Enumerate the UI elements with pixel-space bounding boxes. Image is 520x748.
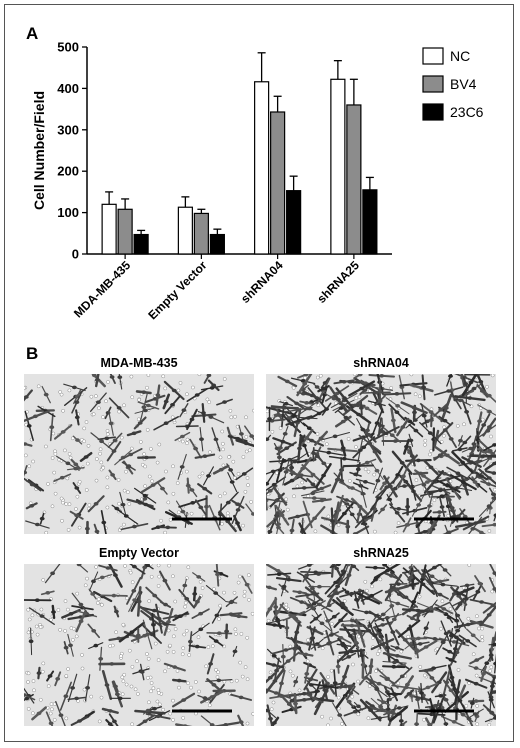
micrograph-empty-vector (24, 564, 254, 726)
bar-3-1 (346, 104, 362, 255)
x-tick-label-2: shRNA04 (238, 258, 286, 306)
x-tick-label-0: MDA-MB-435 (71, 258, 133, 320)
micrograph-texture (266, 374, 496, 534)
y-tick-label-2: 200 (57, 164, 79, 179)
micrograph-shrna25 (266, 564, 496, 726)
legend-swatch-0 (422, 47, 444, 65)
bar-0-1 (117, 208, 133, 255)
x-tick-label-3: shRNA25 (314, 258, 362, 306)
y-tick-label-3: 300 (57, 122, 79, 137)
micrograph-texture (24, 564, 254, 726)
bar-0-2 (133, 233, 149, 255)
micrograph-texture (266, 564, 496, 726)
bar-1-0 (177, 206, 193, 255)
legend-swatch-2 (422, 103, 444, 121)
y-axis-label: Cell Number/Field (31, 91, 47, 210)
legend-label-1: BV4 (450, 76, 477, 92)
bar-3-2 (362, 189, 378, 255)
legend-label-2: 23C6 (450, 104, 484, 120)
y-tick-label-1: 100 (57, 205, 79, 220)
panel-label-b: B (26, 344, 39, 363)
bar-0-0 (101, 203, 117, 255)
figure-frame (4, 4, 514, 742)
legend-swatch-1 (422, 75, 444, 93)
y-tick-label-5: 500 (57, 40, 79, 55)
micrograph-texture (24, 374, 254, 534)
y-tick-label-0: 0 (72, 247, 79, 262)
bar-2-2 (286, 190, 302, 255)
micrograph-title-mda: MDA-MB-435 (100, 356, 178, 370)
micrograph-mda (24, 374, 254, 534)
panel-label-a: A (26, 24, 39, 43)
bar-2-0 (254, 81, 270, 255)
bar-chart: 0 100 200 300 400 500 Cell Number/Field MDA-MB-… (31, 40, 484, 323)
micrograph-title-shrna04: shRNA04 (353, 356, 409, 370)
micrograph-title-shrna25: shRNA25 (353, 546, 409, 560)
legend-label-0: NC (450, 48, 470, 64)
y-tick-label-4: 400 (57, 81, 79, 96)
bar-3-0 (330, 78, 346, 255)
bar-1-2 (209, 233, 225, 255)
x-tick-label-1: Empty Vector (145, 258, 209, 322)
micrograph-shrna04 (266, 374, 496, 534)
bar-2-1 (270, 111, 286, 255)
micrograph-title-empty-vector: Empty Vector (99, 546, 179, 560)
bar-1-1 (193, 212, 209, 255)
